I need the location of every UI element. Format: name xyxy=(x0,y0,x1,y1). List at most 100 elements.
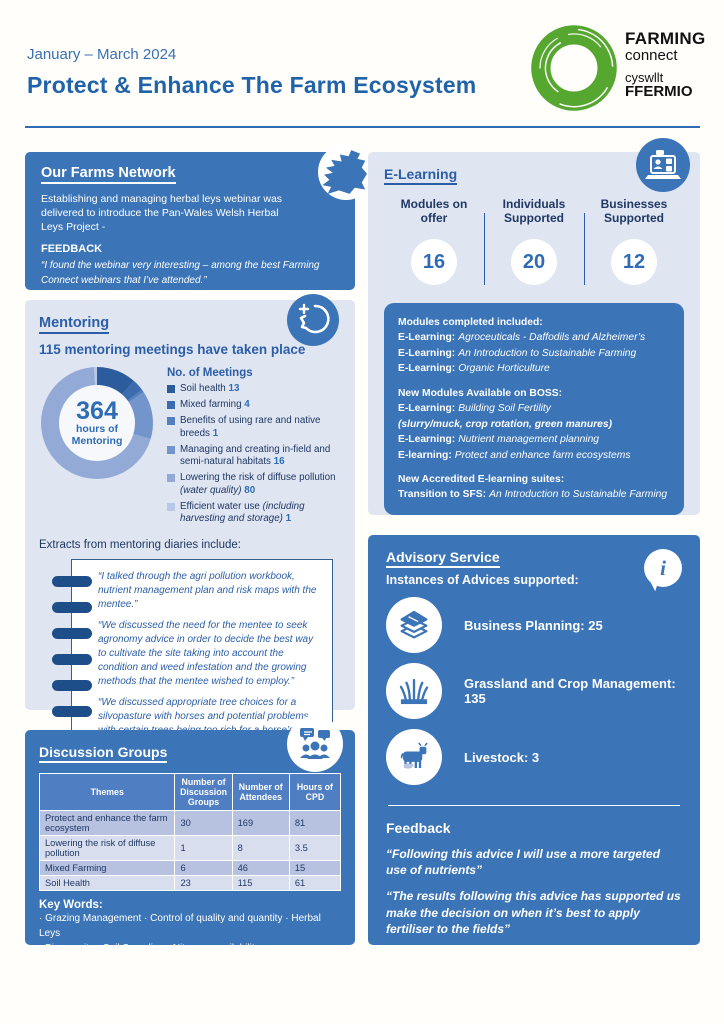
grass-icon xyxy=(386,663,442,719)
discussion-groups-table: Themes Number of Discussion Groups Numbe… xyxy=(38,773,342,891)
legend-item: Soil health 13 xyxy=(167,383,341,395)
discussion-group-icon xyxy=(287,716,343,772)
keywords-label: Key Words: xyxy=(39,899,103,911)
advisory-item-business-planning: Business Planning: 25 xyxy=(386,597,682,653)
elearning-title: E-Learning xyxy=(384,166,458,185)
info-icon: i xyxy=(644,549,682,587)
advisory-title: Advisory Service xyxy=(386,549,500,568)
advisory-subtitle: Instances of Advices supported: xyxy=(386,573,579,587)
legend-item: Mixed farming 4 xyxy=(167,399,341,411)
legend-item: Benefits of using rare and native breeds… xyxy=(167,415,341,439)
green-ring-icon xyxy=(531,25,617,111)
module-line: E-Learning: An Introduction to Sustainabl… xyxy=(398,347,637,359)
mentoring-title: Mentoring xyxy=(39,315,110,334)
stat-modules-on-offer: Modules on offer 16 xyxy=(388,197,480,285)
table-header: Hours of CPD xyxy=(288,773,342,811)
mentoring-subtitle: 115 mentoring meetings have taken place xyxy=(39,342,306,357)
advisory-divider xyxy=(388,805,680,806)
legend-swatch xyxy=(167,502,175,511)
stat-divider xyxy=(583,213,585,285)
stat-value: 16 xyxy=(422,250,446,273)
legend-swatch xyxy=(167,385,175,393)
table-row: Lowering the risk of diffuse pollution 1 … xyxy=(38,835,342,861)
logo-text-cyswllt: cyswllt xyxy=(625,69,664,85)
layers-icon xyxy=(386,597,442,653)
table-header: Number of Discussion Groups xyxy=(174,773,233,811)
spiral-ring-icon xyxy=(52,680,92,692)
donut-center-value: 364 xyxy=(76,396,118,425)
modules-section: New Modules Available on BOSS: E-Learnin… xyxy=(398,386,670,463)
feedback-quote: “The results following this advice has s… xyxy=(386,889,681,936)
feedback-title: Feedback xyxy=(386,820,451,836)
keywords-line: · Grazing Management · Control of qualit… xyxy=(39,913,321,939)
section-elearning: E-Learning Modules on offer 16 Individua… xyxy=(368,138,700,515)
table-row: Mixed Farming 6 46 15 xyxy=(38,860,342,876)
wales-map-icon xyxy=(318,144,374,200)
extracts-label: Extracts from mentoring diaries include: xyxy=(39,539,241,552)
spiral-ring-icon xyxy=(52,706,92,718)
module-line: E-Learning: Building Soil Fertility xyxy=(398,403,551,415)
farms-quote: “I found the webinar very interesting – … xyxy=(41,259,320,286)
farms-network-body: Establishing and managing herbal leys we… xyxy=(41,193,283,234)
diary-quote: “We discussed the need for the mentee to… xyxy=(98,620,314,688)
stat-value: 20 xyxy=(522,250,546,273)
modules-section: New Accredited E-learning suites: Transi… xyxy=(398,472,670,503)
meetings-legend: No. of Meetings Soil health 13 Mixed far… xyxy=(167,367,341,529)
spiral-ring-icon xyxy=(52,576,92,588)
discussion-groups-title: Discussion Groups xyxy=(39,744,168,763)
farming-connect-logo: FARMING connect cyswllt FFERMIO xyxy=(528,20,708,118)
header-divider xyxy=(25,126,700,128)
table-row: Protect and enhance the farm ecosystem 30… xyxy=(38,810,342,836)
logo-text-ffermio: FFERMIO xyxy=(625,83,693,101)
advisory-item-grassland: Grassland and Crop Management: 135 xyxy=(386,663,682,719)
stat-businesses-supported: Businesses Supported 12 xyxy=(588,197,680,285)
elearning-stats: Modules on offer 16 Individuals Supporte… xyxy=(384,197,684,285)
section-discussion-groups: Discussion Groups Themes Number of Discu… xyxy=(25,716,355,954)
spiral-ring-icon xyxy=(52,654,92,666)
donut-center-label: hours of Mentoring xyxy=(71,422,123,447)
module-line: E-learning: Protect and enhance farm ecos… xyxy=(398,449,631,461)
stat-value: 12 xyxy=(622,250,646,273)
module-line: Transition to SFS: An Introduction to Sus… xyxy=(398,489,668,501)
module-line: E-Learning: Agroceuticals - Daffodils and… xyxy=(398,332,646,344)
legend-swatch xyxy=(167,417,175,426)
spiral-ring-icon xyxy=(52,628,92,640)
section-advisory-service: Advisory Service Instances of Advices su… xyxy=(368,535,700,945)
module-line: E-Learning: Nutrient management planning xyxy=(398,434,600,446)
spiral-ring-icon xyxy=(52,602,92,614)
legend-item: Efficient water use (including harvestin… xyxy=(167,501,341,525)
feedback-quote: “Following this advice I will use a more… xyxy=(386,847,661,878)
stat-divider xyxy=(483,213,485,285)
table-header: Themes xyxy=(38,773,176,811)
legend-swatch xyxy=(167,401,175,410)
farms-network-title: Our Farms Network xyxy=(41,165,176,184)
elearning-laptop-icon xyxy=(636,138,690,192)
modules-section: Modules completed included: E-Learning: A… xyxy=(398,315,670,377)
keywords-line: · Biosecurity · Soil Sampling · Nitrogen… xyxy=(39,943,260,954)
section-mentoring: Mentoring 115 mentoring meetings have ta… xyxy=(25,294,355,792)
logo-text-connect: connect xyxy=(625,46,678,64)
farms-quote: “I thought it was a very interesting and… xyxy=(41,292,302,304)
page-title: Protect & Enhance The Farm Ecosystem xyxy=(27,72,477,98)
table-row: Soil Health 23 115 61 xyxy=(38,875,342,891)
legend-item: Lowering the risk of diffuse pollution (… xyxy=(167,472,341,496)
advisory-item-livestock: Livestock: 3 xyxy=(386,729,682,785)
legend-swatch xyxy=(167,445,175,454)
diary-quote: “I talked through the agri pollution wor… xyxy=(98,571,317,611)
legend-item: Managing and creating in-field and semi-… xyxy=(167,444,341,468)
mentoring-donut: 364 hours of Mentoring xyxy=(41,367,153,479)
cow-icon xyxy=(386,729,442,785)
mentor-head-icon xyxy=(287,294,339,346)
section-our-farms-network: Our Farms Network Establishing and manag… xyxy=(25,144,374,304)
legend-title: No. of Meetings xyxy=(167,367,253,379)
feedback-label: FEEDBACK xyxy=(41,242,103,255)
logo-text-farming: FARMING xyxy=(625,29,706,48)
module-line: E-Learning: Organic Horticulture xyxy=(398,363,550,375)
legend-swatch xyxy=(167,474,175,483)
module-line: (slurry/muck, crop rotation, green manur… xyxy=(398,418,612,430)
modules-box: Modules completed included: E-Learning: A… xyxy=(384,303,684,515)
table-header: Number of Attendees xyxy=(231,773,290,811)
date-range: January – March 2024 xyxy=(27,46,177,63)
stat-individuals-supported: Individuals Supported 20 xyxy=(488,197,580,285)
